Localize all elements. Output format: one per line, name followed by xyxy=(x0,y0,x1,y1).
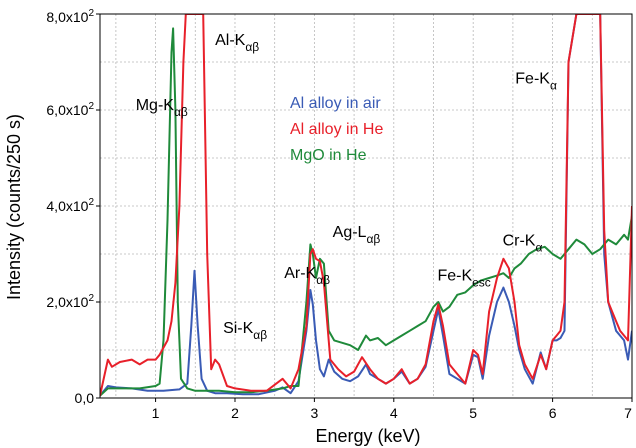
y-tick-label: 6,0x102 xyxy=(46,101,94,118)
x-axis-label: Energy (keV) xyxy=(315,426,420,446)
peak-label: Si-Kαβ xyxy=(223,320,267,342)
x-tick-label: 5 xyxy=(469,405,477,421)
x-tick-label: 1 xyxy=(152,405,160,421)
peak-label: Cr-Kα xyxy=(503,232,543,254)
series-layer xyxy=(100,14,632,397)
legend-entry-1: Al alloy in air xyxy=(290,95,381,112)
y-tick-label: 4,0x102 xyxy=(46,197,94,214)
y-tick-label: 2,0x102 xyxy=(46,293,94,310)
peak-label: Al-Kαβ xyxy=(215,32,259,54)
x-tick-label: 3 xyxy=(310,405,318,421)
series-line-3 xyxy=(100,27,632,397)
peak-label: Ar-Kαβ xyxy=(284,265,330,287)
series-line-2 xyxy=(100,14,632,396)
x-tick-label: 6 xyxy=(549,405,557,421)
y-axis-label: Intensity (counts/250 s) xyxy=(4,114,24,300)
y-axis: 0,0 2,0x102 4,0x102 6,0x102 8,0x102 xyxy=(46,8,100,406)
y-tick-label: 0,0 xyxy=(75,390,95,406)
legend-entry-2: Al alloy in He xyxy=(290,121,383,138)
y-tick-label: 8,0x102 xyxy=(46,8,94,25)
peak-label: Fe-Kα xyxy=(515,71,557,93)
legend: Al alloy in air Al alloy in He MgO in He xyxy=(290,95,383,164)
x-axis: 1 2 3 4 5 6 7 xyxy=(152,398,633,421)
x-tick-label: 7 xyxy=(624,405,632,421)
x-tick-label: 2 xyxy=(231,405,239,421)
legend-entry-3: MgO in He xyxy=(290,147,367,164)
peak-label: Fe-Kesc xyxy=(437,267,490,289)
x-tick-label: 4 xyxy=(390,405,398,421)
peak-label: Mg-Kαβ xyxy=(136,97,188,119)
peak-label: Ag-Lαβ xyxy=(333,224,381,246)
